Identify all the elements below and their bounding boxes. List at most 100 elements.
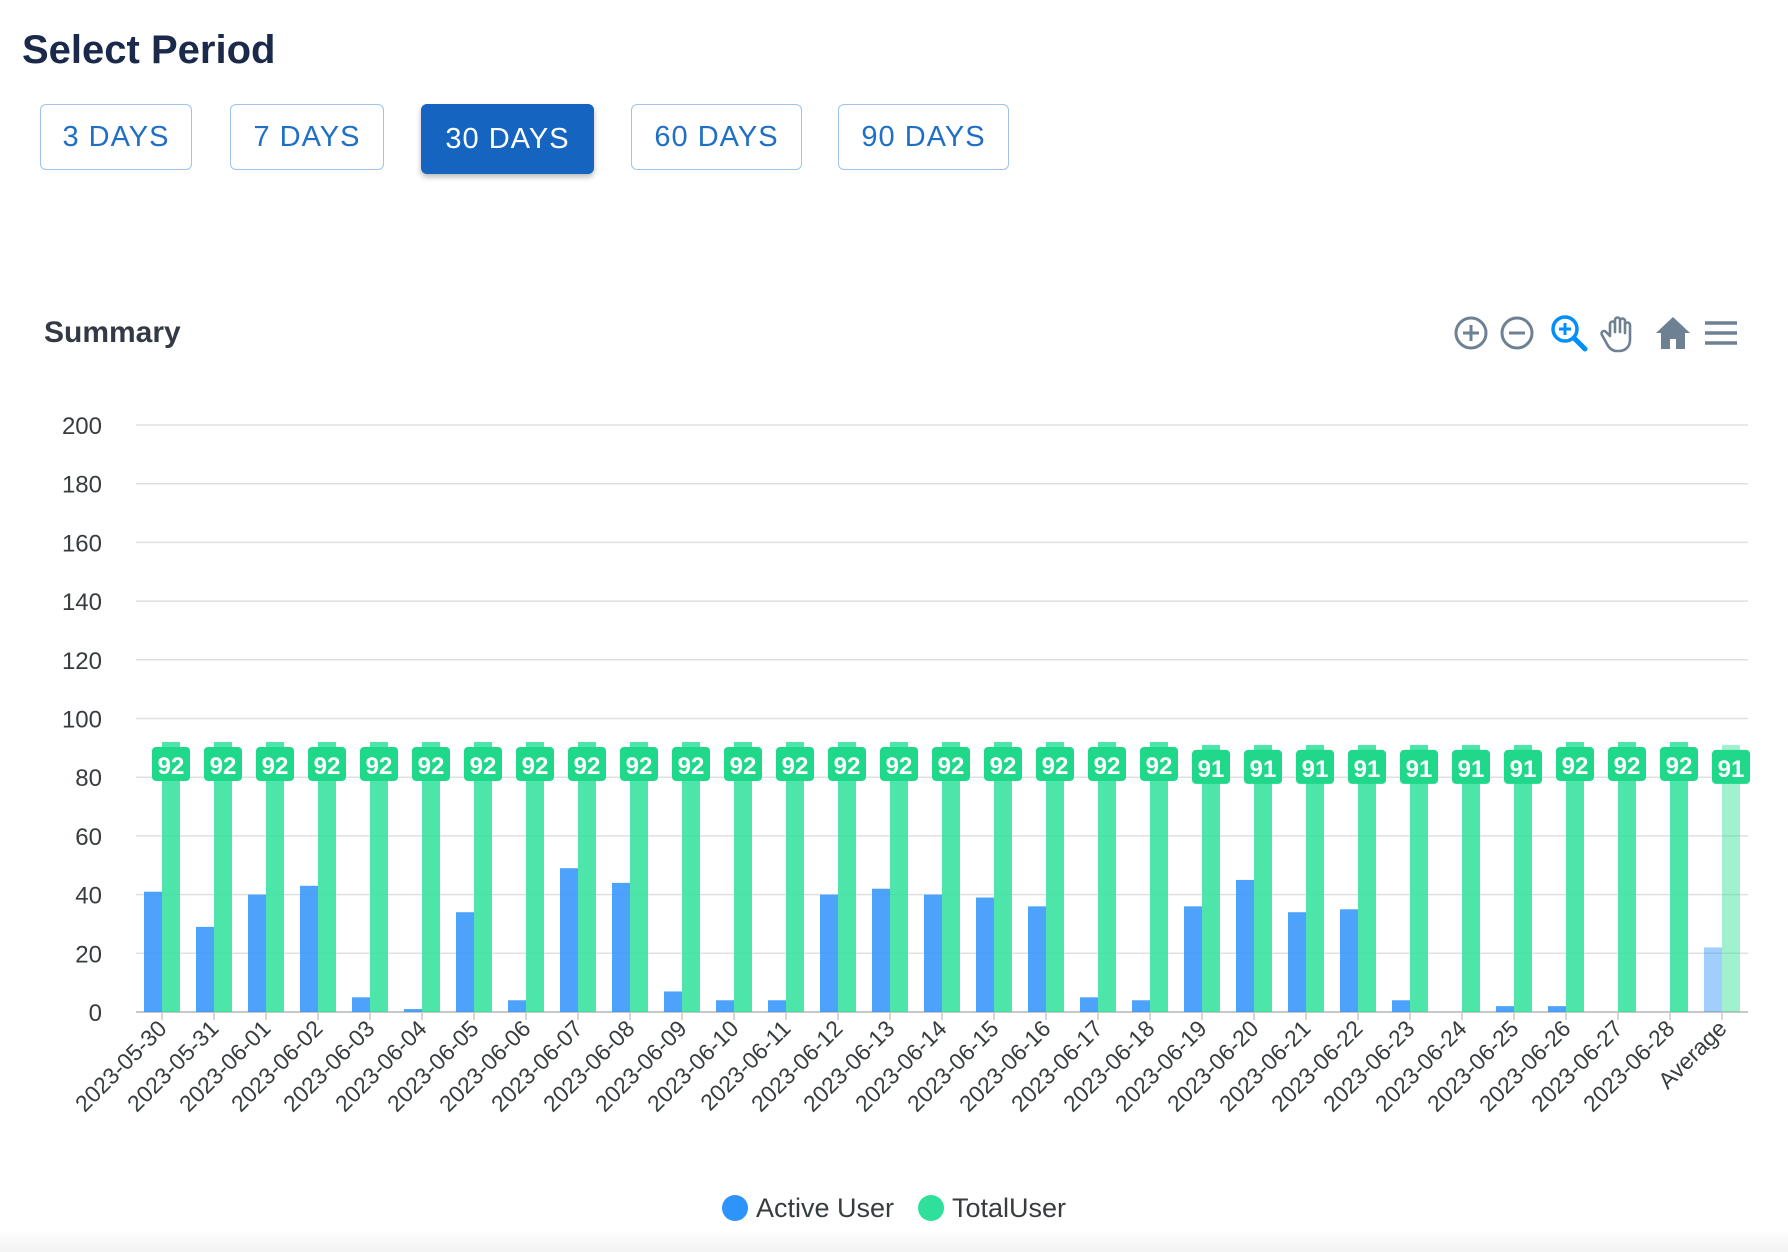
data-label-bg	[672, 746, 710, 781]
data-label-bg	[828, 746, 866, 781]
period-30-days-button[interactable]: 30 DAYS	[421, 104, 594, 174]
data-label-bg	[1348, 749, 1386, 784]
bar-active-user	[1288, 912, 1306, 1012]
data-label-bg	[1244, 749, 1282, 784]
bar-active-user	[1392, 1000, 1410, 1012]
bar-active-user	[768, 1000, 786, 1012]
y-tick-label: 40	[75, 883, 102, 910]
period-90-days-button[interactable]: 90 DAYS	[838, 104, 1009, 170]
bar-active-user	[1028, 906, 1046, 1012]
legend-marker-active-user	[721, 1195, 748, 1221]
chart-title: Summary	[44, 316, 181, 349]
bar-active-user	[1132, 1000, 1150, 1012]
bar-total-user	[734, 741, 752, 1012]
data-label-bg	[1504, 749, 1542, 784]
bar-active-user	[560, 868, 578, 1012]
data-label: 92	[470, 753, 497, 780]
data-label: 92	[522, 753, 549, 780]
data-label-bg	[360, 746, 398, 781]
pan-hand-icon[interactable]	[1598, 312, 1640, 354]
data-label: 92	[990, 753, 1017, 780]
data-label-bg	[256, 746, 294, 781]
data-label-bg	[516, 746, 554, 781]
bar-active-user	[716, 1000, 734, 1012]
data-label-bg	[1140, 746, 1178, 781]
bar-active-user	[144, 891, 162, 1012]
bar-total-user	[162, 741, 180, 1012]
data-label-bg	[1660, 746, 1698, 781]
data-label-bg	[1712, 749, 1750, 784]
bar-active-user	[976, 897, 994, 1012]
data-label: 91	[1718, 756, 1745, 783]
data-label: 92	[1042, 753, 1069, 780]
bar-total-user	[890, 741, 908, 1012]
bar-active-user	[300, 885, 318, 1012]
bar-active-user	[508, 1000, 526, 1012]
bar-active-user	[404, 1009, 422, 1012]
y-tick-label: 80	[75, 765, 102, 792]
data-label: 92	[210, 753, 237, 780]
y-tick-label: 180	[62, 472, 102, 499]
data-label-bg	[464, 746, 502, 781]
legend-item-active-user[interactable]: Active User	[721, 1193, 894, 1224]
data-label-bg	[204, 746, 242, 781]
summary-bar-chart: 020406080100120140160180200922023-05-309…	[62, 413, 1750, 1117]
period-7-days-button[interactable]: 7 DAYS	[230, 104, 384, 170]
bottom-fade	[0, 1230, 1788, 1252]
bar-active-user	[1080, 997, 1098, 1012]
data-label-bg	[620, 746, 658, 781]
bar-total-user	[214, 741, 232, 1012]
home-reset-icon[interactable]	[1652, 312, 1694, 354]
bar-active-user	[612, 882, 630, 1012]
bar-total-user	[370, 741, 388, 1012]
menu-icon[interactable]	[1700, 312, 1742, 354]
y-tick-label: 20	[75, 941, 102, 968]
legend-item-total-user[interactable]: TotalUser	[918, 1193, 1066, 1224]
data-label-bg	[1400, 749, 1438, 784]
y-tick-label: 0	[89, 1000, 102, 1027]
data-label: 92	[1614, 753, 1641, 780]
data-label: 91	[1510, 756, 1537, 783]
bar-total-user	[474, 741, 492, 1012]
data-label-bg	[568, 746, 606, 781]
bar-total-user	[422, 741, 440, 1012]
data-label: 91	[1198, 756, 1225, 783]
bar-total-user	[1566, 741, 1584, 1012]
period-60-days-button[interactable]: 60 DAYS	[631, 104, 802, 170]
data-label-bg	[1192, 749, 1230, 784]
period-3-days-button[interactable]: 3 DAYS	[40, 104, 192, 170]
bar-total-user	[1618, 741, 1636, 1012]
bar-total-user	[526, 741, 544, 1012]
bar-total-user	[682, 741, 700, 1012]
bar-total-user	[1202, 744, 1220, 1012]
data-label: 92	[834, 753, 861, 780]
bar-total-user	[1722, 744, 1740, 1012]
data-label: 91	[1458, 756, 1485, 783]
data-label-bg	[984, 746, 1022, 781]
data-label-bg	[932, 746, 970, 781]
data-label: 92	[782, 753, 809, 780]
bar-total-user	[1358, 744, 1376, 1012]
data-label-bg	[1296, 749, 1334, 784]
data-label: 91	[1354, 756, 1381, 783]
chart-toolbar	[1450, 312, 1750, 356]
data-label: 92	[1146, 753, 1173, 780]
bar-active-user	[664, 991, 682, 1012]
bar-active-user	[1704, 947, 1722, 1012]
bar-total-user	[318, 741, 336, 1012]
legend-label-total-user: TotalUser	[952, 1192, 1067, 1223]
data-label: 92	[886, 753, 913, 780]
data-label-bg	[1088, 746, 1126, 781]
selection-zoom-icon[interactable]	[1548, 312, 1590, 354]
legend-marker-total-user	[918, 1195, 944, 1221]
data-label-bg	[412, 746, 450, 781]
data-label: 91	[1250, 756, 1277, 783]
zoom-out-icon[interactable]	[1496, 312, 1538, 354]
data-label: 92	[262, 753, 289, 780]
zoom-in-icon[interactable]	[1450, 312, 1492, 354]
data-label: 92	[1562, 753, 1589, 780]
data-label: 92	[1094, 753, 1121, 780]
bar-total-user	[1098, 741, 1116, 1012]
bar-total-user	[838, 741, 856, 1012]
bar-total-user	[1150, 741, 1168, 1012]
